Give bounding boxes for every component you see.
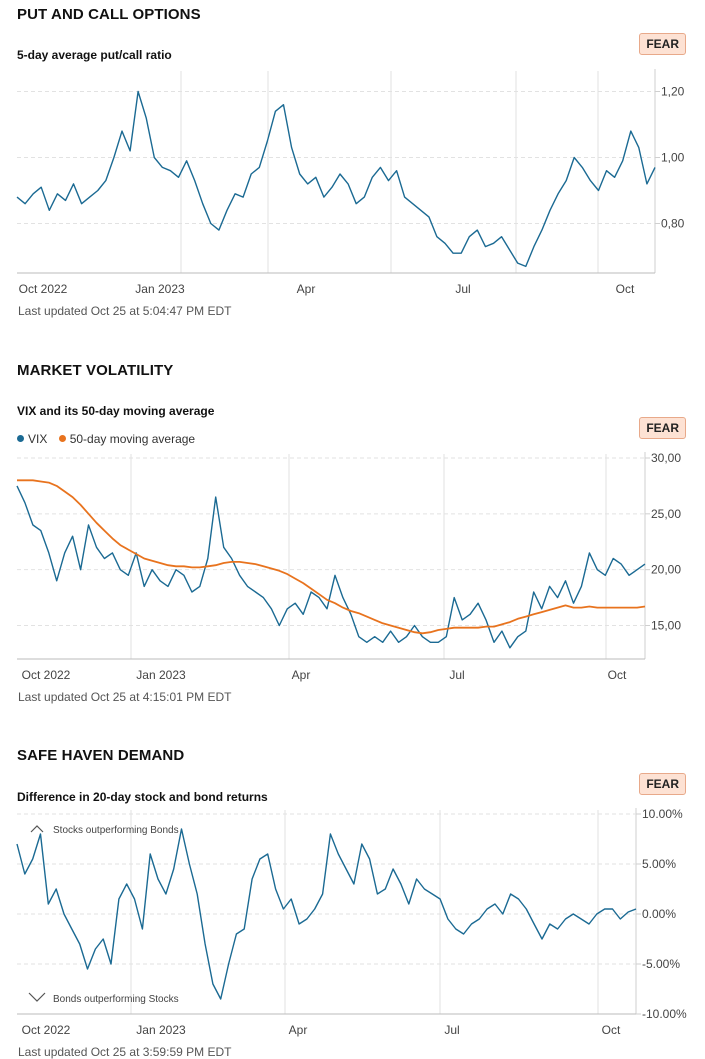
legend-item-vix: VIX bbox=[17, 432, 47, 446]
y-tick-label: 20,00 bbox=[651, 563, 681, 577]
fear-badge: FEAR bbox=[639, 33, 686, 55]
y-tick-label: -10.00% bbox=[642, 1007, 687, 1021]
chart-subtitle: Difference in 20-day stock and bond retu… bbox=[17, 790, 268, 804]
series-line-main bbox=[16, 828, 637, 1000]
x-tick-label: Oct bbox=[608, 668, 627, 682]
x-tick-label: Jul bbox=[455, 282, 470, 296]
x-tick-label: Apr bbox=[297, 282, 316, 296]
x-tick-label: Oct 2022 bbox=[22, 1023, 71, 1037]
legend-label-ma: 50-day moving average bbox=[69, 432, 196, 446]
section-title: SAFE HAVEN DEMAND bbox=[17, 747, 185, 764]
x-tick-label: Oct bbox=[602, 1023, 621, 1037]
legend-dot-ma bbox=[58, 435, 66, 442]
x-tick-label: Apr bbox=[289, 1023, 308, 1037]
y-tick-label: 15,00 bbox=[651, 619, 681, 633]
vix-chart: 15,00 20,00 25,00 30,00 Oct 2022 Jan 2023 Apr J… bbox=[16, 451, 681, 682]
x-tick-label: Jul bbox=[444, 1023, 459, 1037]
series-line-main bbox=[16, 90, 656, 268]
fear-badge: FEAR bbox=[639, 417, 686, 439]
y-tick-label: 5.00% bbox=[642, 857, 676, 871]
chart-subtitle: 5-day average put/call ratio bbox=[17, 48, 172, 62]
last-updated: Last updated Oct 25 at 3:59:59 PM EDT bbox=[18, 1045, 232, 1059]
x-tick-label: Jan 2023 bbox=[136, 1023, 186, 1037]
put-call-chart: 0,80 1,00 1,20 Oct 2022 Jan 2023 Apr Jul Oct bbox=[16, 69, 685, 296]
y-tick-label: -5.00% bbox=[642, 957, 680, 971]
x-tick-label: Oct 2022 bbox=[19, 282, 68, 296]
section-title: PUT AND CALL OPTIONS bbox=[17, 6, 201, 23]
x-tick-label: Jan 2023 bbox=[135, 282, 185, 296]
x-tick-label: Oct 2022 bbox=[22, 668, 71, 682]
y-tick-label: 1,00 bbox=[661, 151, 685, 165]
annotation-bonds-outperforming: Bonds outperforming Stocks bbox=[53, 994, 179, 1005]
put-call-section: PUT AND CALL OPTIONS 5-day average put/c… bbox=[0, 0, 705, 330]
y-tick-label: 0,80 bbox=[661, 217, 685, 231]
x-tick-label: Jan 2023 bbox=[136, 668, 186, 682]
section-title: MARKET VOLATILITY bbox=[17, 362, 174, 379]
fear-badge: FEAR bbox=[639, 773, 686, 795]
annotation-stocks-outperforming: Stocks outperforming Bonds bbox=[53, 825, 179, 836]
x-tick-label: Jul bbox=[449, 668, 464, 682]
safe-haven-chart: -10.00% -5.00% 0.00% 5.00% 10.00% Oct 2022 Jan… bbox=[16, 807, 687, 1037]
y-tick-label: 1,20 bbox=[661, 85, 685, 99]
safe-haven-section: SAFE HAVEN DEMAND Difference in 20-day s… bbox=[0, 741, 705, 1059]
x-tick-label: Apr bbox=[292, 668, 311, 682]
y-tick-label: 30,00 bbox=[651, 451, 681, 465]
y-tick-label: 25,00 bbox=[651, 507, 681, 521]
chevron-down-icon bbox=[28, 992, 46, 1002]
chart-subtitle: VIX and its 50-day moving average bbox=[17, 404, 215, 418]
market-volatility-section: MARKET VOLATILITY VIX and its 50-day mov… bbox=[0, 356, 705, 716]
last-updated: Last updated Oct 25 at 4:15:01 PM EDT bbox=[18, 690, 232, 704]
chevron-up-icon bbox=[30, 825, 44, 833]
x-tick-label: Oct bbox=[616, 282, 635, 296]
last-updated: Last updated Oct 25 at 5:04:47 PM EDT bbox=[18, 304, 232, 318]
series-line-50-day-moving-average bbox=[17, 479, 646, 635]
chart-legend: VIX 50-day moving average bbox=[17, 432, 203, 446]
legend-item-ma: 50-day moving average bbox=[58, 432, 196, 446]
legend-label-vix: VIX bbox=[28, 432, 48, 446]
series-line-vix bbox=[16, 485, 646, 649]
y-tick-label: 0.00% bbox=[642, 907, 676, 921]
y-tick-label: 10.00% bbox=[642, 807, 683, 821]
legend-dot-vix bbox=[17, 435, 24, 442]
